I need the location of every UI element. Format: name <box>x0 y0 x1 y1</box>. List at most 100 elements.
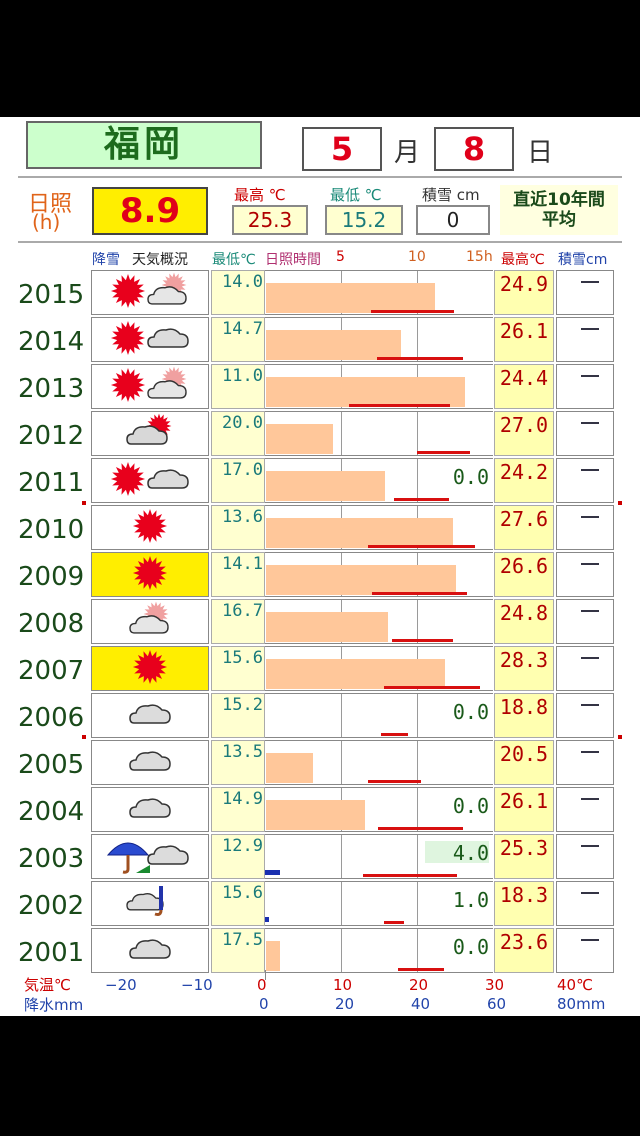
weather-cell[interactable] <box>91 552 209 597</box>
year-label[interactable]: 2015 <box>18 280 85 310</box>
weather-cell[interactable] <box>91 458 209 503</box>
weather-cell[interactable] <box>91 928 209 973</box>
ten-year-average-button[interactable]: 直近10年間 平均 <box>500 185 618 235</box>
year-label[interactable]: 2005 <box>18 750 85 780</box>
cloud-icon <box>128 934 172 968</box>
temp-tick: −20 <box>105 976 137 994</box>
snow-dash <box>581 610 599 612</box>
low-temp-cell: 17.5 <box>211 928 265 973</box>
col-snow: 積雪cm <box>558 252 608 268</box>
sunshine-chart-cell <box>265 599 493 644</box>
year-label[interactable]: 2006 <box>18 703 85 733</box>
sunshine-bar <box>266 612 388 642</box>
snow-dash <box>581 657 599 659</box>
rain-bar <box>265 917 269 922</box>
sunshine-chart-cell: 0.0 <box>265 458 493 503</box>
weather-cell[interactable] <box>91 317 209 362</box>
year-label[interactable]: 2008 <box>18 609 85 639</box>
month-value[interactable]: 5 <box>302 127 382 171</box>
precip-value: 0.0 <box>452 700 489 724</box>
low-temp-cell: 14.7 <box>211 317 265 362</box>
temp-axis-label: 気温℃ <box>24 976 71 994</box>
snow-dash <box>581 328 599 330</box>
col-sunshine: 日照時間 <box>265 252 321 268</box>
low-temp-cell: 13.5 <box>211 740 265 785</box>
cloud-sun-icon <box>128 600 172 644</box>
weather-cell[interactable] <box>91 646 209 691</box>
col-weather: 天気概況 <box>132 252 188 268</box>
sunshine-chart-cell <box>265 317 493 362</box>
col-snowfall: 降雪 <box>92 252 120 268</box>
weather-cell[interactable] <box>91 834 209 879</box>
col-high: 最高℃ <box>501 252 545 268</box>
snow-cell <box>556 599 614 644</box>
snow-dash <box>581 892 599 894</box>
axis-tick <box>265 970 266 980</box>
avg-label-1: 直近10年間 <box>513 190 605 210</box>
snow-dash <box>581 704 599 706</box>
year-label[interactable]: 2007 <box>18 656 85 686</box>
snow-dash <box>581 939 599 941</box>
sunshine-chart-cell <box>265 364 493 409</box>
temp-tick: 0 <box>257 976 267 994</box>
snow-cell <box>556 881 614 926</box>
year-label[interactable]: 2004 <box>18 797 85 827</box>
snow-cell <box>556 505 614 550</box>
precip-value: 0.0 <box>452 794 489 818</box>
snow-cell <box>556 787 614 832</box>
low-temp-cell: 20.0 <box>211 411 265 456</box>
avg-label-2: 平均 <box>542 210 576 230</box>
high-temp-cell: 20.5 <box>494 740 554 785</box>
weather-cell[interactable] <box>91 270 209 315</box>
year-label[interactable]: 2013 <box>18 374 85 404</box>
year-label[interactable]: 2009 <box>18 562 85 592</box>
high-temp-cell: 18.3 <box>494 881 554 926</box>
high-label: 最高 ℃ <box>234 186 286 204</box>
weather-cell[interactable] <box>91 740 209 785</box>
day-value[interactable]: 8 <box>434 127 514 171</box>
snow-dash <box>581 798 599 800</box>
snow-dash <box>581 422 599 424</box>
city-name[interactable]: 福岡 <box>26 121 262 169</box>
weather-cell[interactable] <box>91 364 209 409</box>
grid-line <box>417 412 418 455</box>
low-temp-cell: 13.6 <box>211 505 265 550</box>
snow-dash <box>581 751 599 753</box>
temp-range-line <box>380 733 408 736</box>
snow-cell <box>556 740 614 785</box>
sun-icon <box>106 269 150 317</box>
marker <box>618 735 622 739</box>
weather-cell[interactable] <box>91 505 209 550</box>
year-label[interactable]: 2002 <box>18 891 85 921</box>
snow-cell <box>556 928 614 973</box>
weather-cell[interactable] <box>91 881 209 926</box>
snow-dash <box>581 281 599 283</box>
high-temp-cell: 24.8 <box>494 599 554 644</box>
sunshine-value: 8.9 <box>92 187 208 235</box>
grid-line <box>417 318 418 361</box>
cloud-icon <box>128 699 172 733</box>
year-label[interactable]: 2003 <box>18 844 85 874</box>
year-label[interactable]: 2011 <box>18 468 85 498</box>
temp-tick: 20 <box>409 976 429 994</box>
weather-cell[interactable] <box>91 411 209 456</box>
weather-cell[interactable] <box>91 693 209 738</box>
temp-tick: 40℃ <box>557 976 593 994</box>
weather-cell[interactable] <box>91 599 209 644</box>
sunshine-chart-cell: 0.0 <box>265 787 493 832</box>
cloud-icon <box>146 323 190 357</box>
grid-line <box>341 929 342 972</box>
year-label[interactable]: 2010 <box>18 515 85 545</box>
year-label[interactable]: 2014 <box>18 327 85 357</box>
year-label[interactable]: 2001 <box>18 938 85 968</box>
weather-cell[interactable] <box>91 787 209 832</box>
high-value: 25.3 <box>232 205 308 235</box>
day-unit: 日 <box>527 138 554 168</box>
low-temp-cell: 17.0 <box>211 458 265 503</box>
sunshine-chart-cell <box>265 646 493 691</box>
sun-icon <box>106 316 150 364</box>
low-temp-cell: 15.2 <box>211 693 265 738</box>
grid-line <box>341 412 342 455</box>
temp-range-line <box>417 451 471 454</box>
year-label[interactable]: 2012 <box>18 421 85 451</box>
